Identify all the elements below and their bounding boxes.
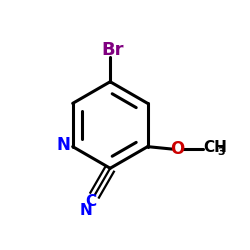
Text: N: N xyxy=(56,136,70,154)
Text: 3: 3 xyxy=(217,146,225,156)
Text: O: O xyxy=(170,140,184,158)
Text: N: N xyxy=(80,202,92,218)
Text: CH: CH xyxy=(204,140,228,155)
Text: C: C xyxy=(86,194,96,209)
Text: Br: Br xyxy=(102,41,124,59)
